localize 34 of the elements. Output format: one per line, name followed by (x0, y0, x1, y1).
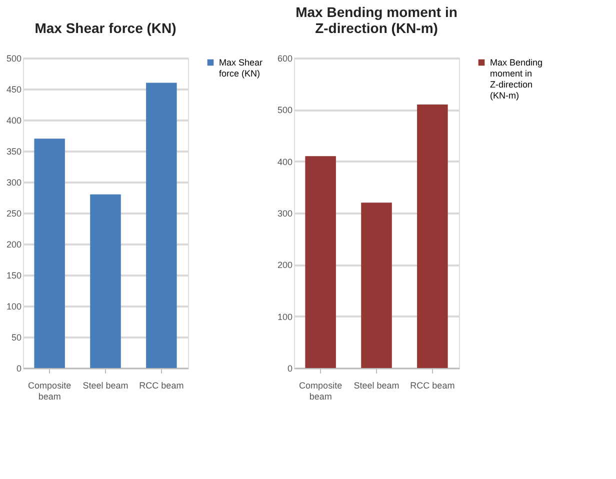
chart-title: Max Bending moment in Z-direction (KN-m) (296, 4, 458, 36)
x-tick-label: Composite beam (28, 380, 72, 402)
y-tick-label: 150 (6, 270, 22, 280)
bar (305, 156, 336, 368)
y-tick-label: 100 (6, 302, 22, 312)
y-tick-label: 350 (6, 146, 22, 156)
y-tick-label: 250 (6, 208, 22, 218)
bar (361, 202, 392, 368)
y-tick-label: 600 (277, 54, 292, 64)
y-tick-label: 300 (6, 178, 22, 188)
bar (90, 194, 121, 368)
bar (34, 138, 65, 368)
y-tick-label: 50 (11, 332, 22, 342)
bar (146, 82, 177, 368)
x-tick-label: RCC beam (410, 380, 455, 390)
y-tick-label: 200 (277, 260, 292, 270)
bar (417, 104, 448, 368)
y-tick-label: 0 (16, 364, 22, 374)
x-tick-label: Composite beam (299, 380, 342, 402)
y-tick-label: 300 (277, 208, 292, 218)
chart-title: Max Shear force (KN) (34, 20, 176, 36)
x-tick-label: Steel beam (354, 380, 400, 390)
y-tick-label: 400 (6, 116, 22, 126)
x-tick-label: RCC beam (139, 380, 184, 390)
y-tick-label: 500 (277, 105, 292, 116)
x-tick-label: Steel beam (82, 380, 128, 390)
legend-label: Max Bending moment in Z-direction (KN-m) (490, 58, 543, 100)
y-tick-label: 400 (277, 156, 292, 167)
y-tick-label: 100 (277, 312, 292, 322)
y-tick-label: 500 (6, 54, 22, 64)
y-tick-label: 0 (287, 364, 292, 374)
y-tick-label: 200 (6, 240, 22, 250)
y-tick-label: 450 (6, 84, 22, 94)
legend-label: Max Shear force (KN) (219, 58, 263, 78)
